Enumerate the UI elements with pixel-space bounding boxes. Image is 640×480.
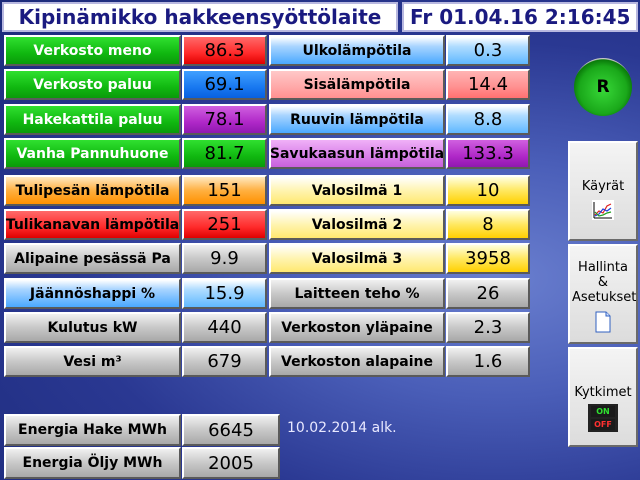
label-alipaine-pesassa: Alipaine pesässä Pa	[4, 243, 181, 274]
r-button[interactable]: R	[574, 58, 632, 116]
label-verkoston-alapaine: Verkoston alapaine	[269, 346, 445, 377]
on-off-switch-icon: ON OFF	[588, 404, 618, 432]
r-button-label: R	[596, 77, 610, 97]
label-vesi: Vesi m³	[4, 346, 181, 377]
value-alipaine-pesassa: 9.9	[182, 243, 267, 274]
value-valosilma-2: 8	[446, 209, 530, 240]
label-jaannoshappi: Jäännöshappi %	[4, 278, 181, 309]
value-energia-hake: 6645	[182, 414, 280, 446]
label-kulutus-kw: Kulutus kW	[4, 312, 181, 343]
value-vanha-pannuhuone: 81.7	[182, 138, 267, 169]
chart-icon	[592, 200, 614, 220]
value-verkosto-paluu: 69.1	[182, 69, 267, 100]
value-verkoston-ylapaine: 2.3	[446, 312, 530, 343]
value-tulikanavan-lampotila: 251	[182, 209, 267, 240]
label-ruuvin-lampotila: Ruuvin lämpötila	[269, 104, 445, 135]
label-verkoston-ylapaine: Verkoston yläpaine	[269, 312, 445, 343]
label-valosilma-2: Valosilmä 2	[269, 209, 445, 240]
value-valosilma-3: 3958	[446, 243, 530, 274]
value-tulipesan-lampotila: 151	[182, 175, 267, 206]
value-vesi: 679	[182, 346, 267, 377]
settings-button-label: Hallinta & Asetukset	[572, 260, 637, 305]
label-valosilma-3: Valosilmä 3	[269, 243, 445, 274]
label-verkosto-meno: Verkosto meno	[4, 35, 181, 66]
label-laitteen-teho: Laitteen teho %	[269, 278, 445, 309]
value-hakekattila-paluu: 78.1	[182, 104, 267, 135]
charts-button[interactable]: Käyrät	[568, 141, 638, 241]
app-title: Kipinämikko hakkeensyöttölaite	[2, 2, 398, 32]
value-ulkolampotila: 0.3	[446, 35, 530, 66]
value-verkoston-alapaine: 1.6	[446, 346, 530, 377]
value-savukaasun-lampotila: 133.3	[446, 138, 530, 169]
value-sisalampotila: 14.4	[446, 69, 530, 100]
energy-start-note: 10.02.2014 alk.	[287, 420, 397, 436]
label-tulipesan-lampotila: Tulipesän lämpötila	[4, 175, 181, 206]
value-energia-oljy: 2005	[182, 447, 280, 479]
label-savukaasun-lampotila: Savukaasun lämpötila	[269, 138, 445, 169]
label-sisalampotila: Sisälämpötila	[269, 69, 445, 100]
value-jaannoshappi: 15.9	[182, 278, 267, 309]
label-ulkolampotila: Ulkolämpötila	[269, 35, 445, 66]
value-ruuvin-lampotila: 8.8	[446, 104, 530, 135]
label-valosilma-1: Valosilmä 1	[269, 175, 445, 206]
switches-button-label: Kytkimet	[574, 385, 632, 400]
label-energia-oljy: Energia Öljy MWh	[4, 447, 181, 479]
datetime-display: Fr 01.04.16 2:16:45	[402, 2, 638, 32]
value-kulutus-kw: 440	[182, 312, 267, 343]
document-icon	[595, 311, 611, 333]
label-energia-hake: Energia Hake MWh	[4, 414, 181, 446]
label-tulikanavan-lampotila: Tulikanavan lämpötila	[4, 209, 181, 240]
switch-on-label: ON	[591, 406, 615, 417]
charts-button-label: Käyrät	[581, 179, 625, 194]
label-verkosto-paluu: Verkosto paluu	[4, 69, 181, 100]
switches-button[interactable]: Kytkimet ON OFF	[568, 347, 638, 447]
switch-off-label: OFF	[591, 419, 615, 430]
value-verkosto-meno: 86.3	[182, 35, 267, 66]
value-laitteen-teho: 26	[446, 278, 530, 309]
settings-button[interactable]: Hallinta & Asetukset	[568, 244, 638, 344]
value-valosilma-1: 10	[446, 175, 530, 206]
label-hakekattila-paluu: Hakekattila paluu	[4, 104, 181, 135]
label-vanha-pannuhuone: Vanha Pannuhuone	[4, 138, 181, 169]
